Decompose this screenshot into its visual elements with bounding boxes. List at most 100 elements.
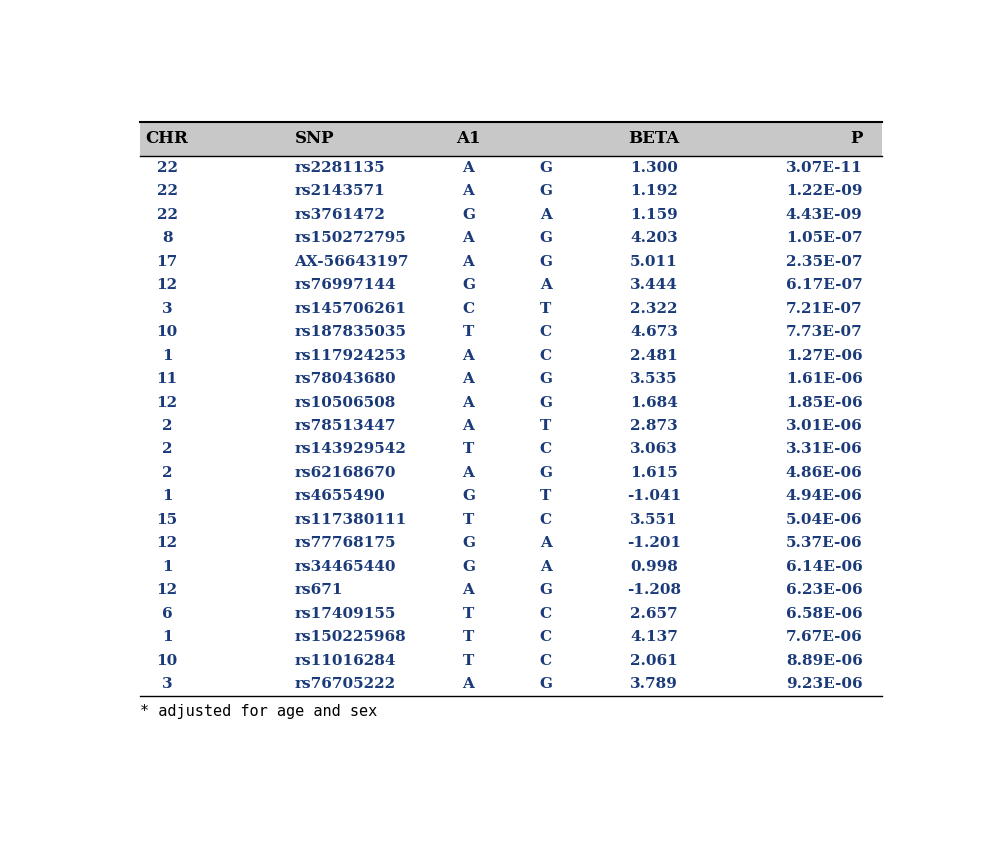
Text: rs150272795: rs150272795 [295, 231, 407, 245]
Text: 11: 11 [157, 372, 177, 386]
Text: A: A [539, 208, 551, 222]
Text: 3.789: 3.789 [630, 677, 678, 691]
Text: 7.67E-06: 7.67E-06 [786, 630, 862, 644]
Text: G: G [539, 184, 552, 199]
Text: 2: 2 [162, 419, 172, 433]
Text: A1: A1 [457, 130, 481, 147]
Text: T: T [463, 653, 475, 668]
Text: A: A [463, 161, 475, 175]
Text: 2.657: 2.657 [630, 607, 678, 621]
Text: rs2281135: rs2281135 [295, 161, 385, 175]
Text: 1.85E-06: 1.85E-06 [786, 395, 862, 410]
Text: * adjusted for age and sex: * adjusted for age and sex [140, 704, 377, 719]
Text: AX-56643197: AX-56643197 [295, 255, 409, 268]
FancyBboxPatch shape [140, 122, 881, 156]
Text: C: C [539, 442, 551, 457]
Text: 2.322: 2.322 [630, 302, 678, 315]
Text: rs117380111: rs117380111 [295, 513, 407, 527]
Text: P: P [850, 130, 862, 147]
Text: T: T [463, 607, 475, 621]
Text: 3.444: 3.444 [630, 278, 678, 292]
Text: A: A [463, 419, 475, 433]
Text: G: G [462, 208, 475, 222]
Text: 1.61E-06: 1.61E-06 [786, 372, 862, 386]
Text: 2: 2 [162, 466, 172, 480]
Text: 5.37E-06: 5.37E-06 [786, 537, 862, 550]
Text: CHR: CHR [146, 130, 188, 147]
Text: rs4655490: rs4655490 [295, 489, 386, 504]
Text: C: C [539, 325, 551, 339]
Text: C: C [463, 302, 475, 315]
Text: 22: 22 [157, 184, 177, 199]
Text: rs62168670: rs62168670 [295, 466, 396, 480]
Text: 2.35E-07: 2.35E-07 [786, 255, 862, 268]
Text: 1.22E-09: 1.22E-09 [786, 184, 862, 199]
Text: 1.159: 1.159 [630, 208, 678, 222]
Text: T: T [463, 630, 475, 644]
Text: T: T [540, 419, 551, 433]
Text: rs10506508: rs10506508 [295, 395, 396, 410]
Text: 1: 1 [162, 630, 172, 644]
Text: 12: 12 [157, 537, 177, 550]
Text: 1.300: 1.300 [630, 161, 678, 175]
Text: rs187835035: rs187835035 [295, 325, 407, 339]
Text: 8.89E-06: 8.89E-06 [786, 653, 862, 668]
Text: 6: 6 [162, 607, 172, 621]
Text: C: C [539, 348, 551, 363]
Text: 12: 12 [157, 584, 177, 597]
Text: 3.31E-06: 3.31E-06 [786, 442, 862, 457]
Text: rs78513447: rs78513447 [295, 419, 396, 433]
Text: rs78043680: rs78043680 [295, 372, 396, 386]
Text: rs671: rs671 [295, 584, 343, 597]
Text: rs2143571: rs2143571 [295, 184, 386, 199]
Text: -1.041: -1.041 [627, 489, 681, 504]
Text: G: G [539, 395, 552, 410]
Text: 22: 22 [157, 208, 177, 222]
Text: rs117924253: rs117924253 [295, 348, 407, 363]
Text: G: G [462, 489, 475, 504]
Text: A: A [539, 278, 551, 292]
Text: G: G [539, 372, 552, 386]
Text: 22: 22 [157, 161, 177, 175]
Text: T: T [463, 325, 475, 339]
Text: rs76705222: rs76705222 [295, 677, 396, 691]
Text: 2.481: 2.481 [630, 348, 678, 363]
Text: -1.201: -1.201 [627, 537, 681, 550]
Text: 0.998: 0.998 [630, 560, 678, 574]
Text: 3.07E-11: 3.07E-11 [786, 161, 862, 175]
Text: 4.137: 4.137 [630, 630, 678, 644]
Text: T: T [463, 442, 475, 457]
Text: rs77768175: rs77768175 [295, 537, 396, 550]
Text: A: A [463, 395, 475, 410]
Text: 10: 10 [157, 325, 177, 339]
Text: rs17409155: rs17409155 [295, 607, 396, 621]
Text: 6.17E-07: 6.17E-07 [786, 278, 862, 292]
Text: 12: 12 [157, 395, 177, 410]
Text: A: A [463, 255, 475, 268]
Text: 5.04E-06: 5.04E-06 [786, 513, 862, 527]
Text: 7.73E-07: 7.73E-07 [786, 325, 862, 339]
Text: 10: 10 [157, 653, 177, 668]
Text: 1.05E-07: 1.05E-07 [786, 231, 862, 245]
Text: 5.011: 5.011 [630, 255, 678, 268]
Text: C: C [539, 653, 551, 668]
Text: G: G [539, 584, 552, 597]
Text: A: A [539, 537, 551, 550]
Text: 3: 3 [162, 677, 172, 691]
Text: A: A [463, 372, 475, 386]
Text: 2.873: 2.873 [630, 419, 678, 433]
Text: 17: 17 [157, 255, 177, 268]
Text: 1.27E-06: 1.27E-06 [786, 348, 862, 363]
Text: C: C [539, 630, 551, 644]
Text: 2.061: 2.061 [630, 653, 678, 668]
Text: 12: 12 [157, 278, 177, 292]
Text: T: T [540, 302, 551, 315]
Text: 6.58E-06: 6.58E-06 [786, 607, 862, 621]
Text: 3: 3 [162, 302, 172, 315]
Text: A: A [463, 584, 475, 597]
Text: 6.23E-06: 6.23E-06 [786, 584, 862, 597]
Text: 3.01E-06: 3.01E-06 [786, 419, 862, 433]
Text: G: G [539, 466, 552, 480]
Text: 4.203: 4.203 [630, 231, 678, 245]
Text: A: A [463, 348, 475, 363]
